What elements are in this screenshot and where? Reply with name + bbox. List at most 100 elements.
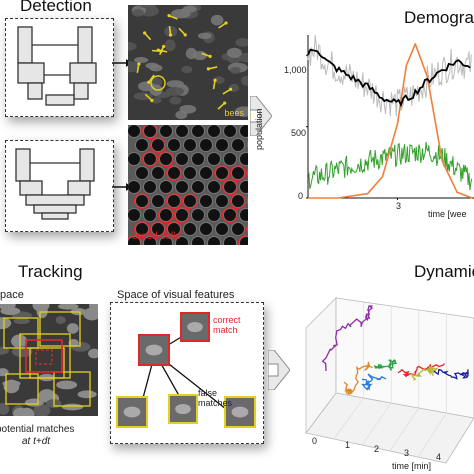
cell	[128, 125, 141, 138]
cell	[207, 152, 221, 166]
cell	[128, 236, 141, 245]
cell	[191, 180, 205, 194]
bee-shape	[181, 65, 193, 74]
bee-center-marker	[156, 48, 160, 52]
cell	[207, 236, 221, 245]
visual-features-box: correct match false matches	[110, 302, 264, 444]
candidate-box	[19, 333, 71, 379]
cell	[247, 197, 248, 205]
bee-shape	[234, 106, 248, 117]
cell	[159, 152, 173, 166]
bees-label: bees	[224, 108, 244, 118]
series-orange	[308, 43, 473, 199]
bee-shape	[128, 61, 140, 73]
bee-shape	[182, 5, 197, 13]
bee-shape	[133, 92, 153, 101]
bee-shape	[61, 403, 84, 411]
brood-cell-marker	[245, 167, 248, 179]
cell	[151, 222, 165, 236]
bee-thumbnail	[231, 406, 249, 418]
cell	[239, 125, 248, 138]
bee-shape	[66, 323, 79, 334]
cell	[159, 236, 173, 245]
cnn-diagram-bottom	[15, 148, 95, 220]
brood-cell-marker	[237, 234, 248, 245]
bee-shape	[226, 47, 242, 58]
bee-shape	[145, 62, 159, 69]
tracking-title: Tracking	[18, 262, 83, 281]
false-match-thumbnail	[168, 394, 198, 424]
brood-cell-marker	[157, 150, 175, 168]
series-black-raw	[307, 35, 472, 117]
potential-matches-dt-label: at t+dt	[22, 436, 51, 447]
bee-center-marker	[162, 44, 166, 49]
brood-cell-marker	[149, 220, 167, 238]
cell	[231, 166, 245, 180]
trajectory	[373, 359, 398, 371]
trajectory	[433, 368, 469, 380]
bee-thumbnail	[175, 403, 191, 415]
bee-shape	[134, 56, 149, 63]
bee-center-marker	[167, 14, 171, 18]
bee-center-marker	[228, 87, 233, 91]
dynamics-title: Dynamic	[414, 262, 474, 281]
brood-cell-marker	[149, 136, 167, 154]
cell	[175, 180, 189, 194]
candidate-box	[39, 311, 81, 347]
bee-thumbnail	[187, 321, 203, 333]
grid-line	[389, 407, 420, 452]
cell	[143, 208, 157, 222]
bee-shape	[32, 304, 50, 312]
bee-shape	[68, 338, 79, 348]
bee-circle-marker	[150, 75, 166, 91]
cell	[159, 125, 173, 138]
bee-thumbnail	[123, 406, 141, 418]
dyn-xtick-0: 0	[312, 436, 318, 446]
cnn-box-bottom	[5, 140, 114, 232]
candidate-box	[3, 317, 39, 349]
bee-shape	[166, 86, 184, 96]
bee-center-marker	[223, 101, 227, 105]
bee-shape	[24, 398, 44, 407]
brood-cell-marker	[229, 192, 247, 210]
brood-cell-marker	[229, 164, 247, 182]
bee-center-marker	[137, 62, 141, 66]
cell	[215, 222, 229, 236]
dynamics-xlabel: time [min]	[392, 461, 432, 471]
bee-shape	[149, 97, 162, 104]
bee-shape	[0, 346, 10, 355]
cell	[231, 138, 245, 152]
cell	[175, 125, 189, 138]
cell	[239, 236, 248, 245]
cell	[167, 194, 181, 208]
bee-shape	[0, 307, 21, 316]
bee-shape	[11, 334, 28, 348]
bee-shape	[139, 5, 156, 9]
cell	[143, 180, 157, 194]
candidate-box	[5, 373, 39, 405]
dyn-xtick-1: 1	[345, 440, 351, 450]
bee-center-marker	[150, 98, 154, 103]
demography-ylabel: population	[254, 108, 264, 150]
trajectory	[361, 373, 387, 391]
trajectory	[321, 305, 374, 372]
cell	[167, 166, 181, 180]
bee-center-marker	[147, 80, 151, 84]
demography-chart	[306, 35, 474, 200]
cell	[207, 208, 221, 222]
bee-shape	[210, 14, 224, 26]
bee-shape	[235, 37, 248, 47]
brood-cell-marker	[173, 206, 191, 224]
visual-features-title: Space of visual features	[117, 289, 235, 301]
xtick-3: 3	[396, 201, 402, 211]
cell	[199, 194, 213, 208]
cell	[199, 166, 213, 180]
bee-shape	[13, 318, 30, 325]
cell	[231, 222, 245, 236]
cell	[199, 222, 213, 236]
bee-shape	[169, 96, 182, 105]
ytick-0: 0	[298, 191, 304, 201]
brood-cell-marker	[165, 192, 183, 210]
bee-shape	[0, 368, 9, 377]
